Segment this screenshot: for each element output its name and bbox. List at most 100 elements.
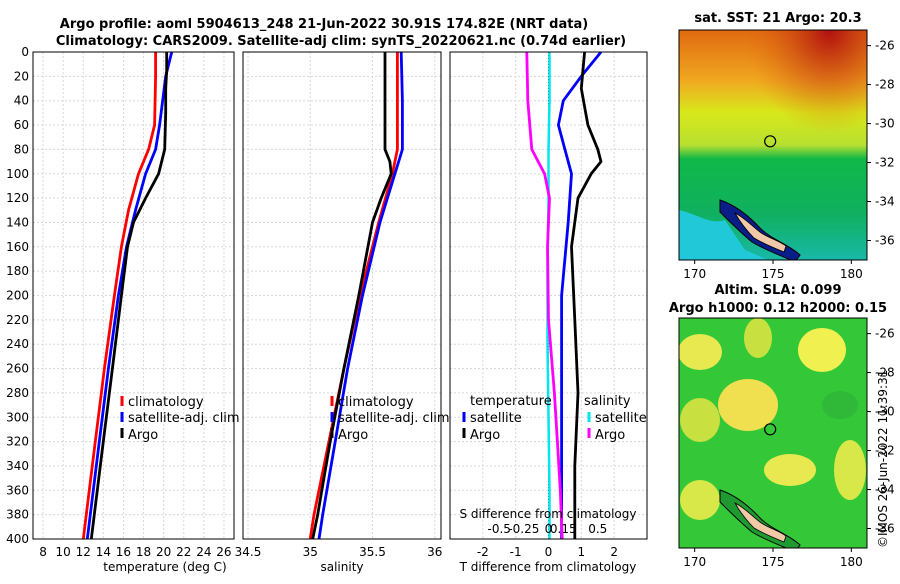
- legend-s-argo: Argo: [595, 428, 625, 443]
- x-tick-label: 34.5: [235, 545, 262, 559]
- sla-high-8: [680, 480, 720, 520]
- lat-tick-label: -32: [875, 444, 895, 458]
- x-tick-label: 2: [610, 545, 618, 559]
- depth-tick-label: 120: [6, 191, 29, 205]
- legend-t-satellite: satellite: [470, 411, 522, 426]
- s-diff-label: S difference from climatology: [460, 507, 637, 521]
- sst-cool-patch: [679, 210, 769, 260]
- t-diff-tick-labels: -2 -1 0 1 2: [477, 545, 618, 559]
- x-tick-label: 18: [136, 545, 151, 559]
- temperature-tick-labels: 8 10 12 14 16 18 20 22 24 26: [39, 545, 231, 559]
- temperature-axes-box: [32, 51, 235, 540]
- temperature-lines: [81, 52, 174, 539]
- sla-high-4: [718, 379, 778, 431]
- legend-argo: Argo: [338, 428, 368, 443]
- depth-tick-label: 380: [6, 508, 29, 522]
- depth-tick-label: 40: [14, 94, 29, 108]
- depth-tick-label: 60: [14, 118, 29, 132]
- x-tick-label: 35: [303, 545, 318, 559]
- s-diff-tick-label: -0.5: [488, 522, 511, 536]
- lat-tick-label: -28: [875, 366, 895, 380]
- lat-tick-label: -30: [875, 405, 895, 419]
- lon-tick-label: 175: [762, 555, 785, 569]
- depth-tick-label: 300: [6, 410, 29, 424]
- sla-high-5: [680, 398, 720, 442]
- legend-t-argo: Argo: [470, 428, 500, 443]
- legend-climatology: climatology: [338, 395, 414, 410]
- legend-climatology: climatology: [128, 395, 204, 410]
- difference-legend: temperature satellite Argo salinity sate…: [462, 394, 647, 443]
- depth-tick-label: 360: [6, 483, 29, 497]
- s-diff-tick-label: 0: [545, 522, 553, 536]
- salinity-legend: climatology satellite-adj. clim Argo: [330, 395, 450, 443]
- lon-tick-label: 180: [840, 555, 863, 569]
- figure-title-1: Argo profile: aoml 5904613_248 21-Jun-20…: [60, 17, 588, 32]
- legend-s-satellite: satellite: [595, 411, 647, 426]
- depth-tick-label: 260: [6, 362, 29, 376]
- s-diff-tick-label: -0.25: [508, 522, 539, 536]
- sst-lat-labels: -26 -28 -30 -32 -34 -36: [867, 39, 895, 248]
- series-temperature-satellite: [557, 52, 603, 539]
- salinity-grid: [243, 51, 441, 540]
- timestamp: ©IMOS 26-Jun-2022 11:39:31: [876, 369, 890, 548]
- legend-satellite-adj: satellite-adj. clim: [338, 411, 450, 426]
- depth-tick-label: 100: [6, 167, 29, 181]
- depth-tick-label: 20: [14, 69, 29, 83]
- x-tick-label: 0: [545, 545, 553, 559]
- sst-land: [734, 212, 787, 253]
- x-tick-label: -2: [477, 545, 489, 559]
- lat-tick-label: -34: [875, 483, 895, 497]
- salinity-lines: [308, 52, 404, 539]
- x-tick-label: 22: [176, 545, 191, 559]
- x-tick-label: 24: [196, 545, 211, 559]
- depth-tick-labels: 0 20 40 60 80 100 120 140 160 180 200 220 240 260 280 3…: [6, 45, 29, 546]
- legend-argo: Argo: [128, 428, 158, 443]
- difference-axes-box: [449, 51, 648, 540]
- series-climatology: [81, 52, 158, 539]
- sla-lon-labels: 170 175 180: [683, 548, 863, 569]
- s-diff-tick-label: 0.5: [588, 522, 607, 536]
- s-diff-tick-label: 0.15: [550, 522, 577, 536]
- depth-tick-label: 0: [21, 45, 29, 59]
- x-tick-label: 12: [76, 545, 91, 559]
- lat-tick-label: -28: [875, 78, 895, 92]
- temperature-grid: [33, 51, 234, 540]
- lat-tick-label: -30: [875, 117, 895, 131]
- depth-tick-label: 320: [6, 435, 29, 449]
- x-tick-label: 20: [156, 545, 171, 559]
- sla-lat-labels: -26 -28 -30 -32 -34 -36: [867, 327, 895, 536]
- t-diff-xlabel: T difference from climatology: [459, 560, 637, 574]
- x-tick-label: 36: [427, 545, 442, 559]
- lat-tick-label: -26: [875, 327, 895, 341]
- sla-high-6: [764, 454, 816, 486]
- depth-tick-label: 280: [6, 386, 29, 400]
- argo-marker: [764, 423, 777, 436]
- sst-map: -26 -28 -30 -32 -34 -36 170 175 180: [678, 29, 895, 281]
- salinity-tick-labels: 34.5 35 35.5 36: [235, 545, 443, 559]
- lat-tick-label: -34: [875, 195, 895, 209]
- depth-tick-label: 180: [6, 264, 29, 278]
- sla-low-1: [822, 391, 858, 419]
- sst-lon-labels: 170 175 180: [683, 260, 863, 281]
- sla-high-1: [679, 334, 722, 370]
- sst-map-title: sat. SST: 21 Argo: 20.3: [694, 11, 861, 26]
- temperature-panel: 0 20 40 60 80 100 120 140 160 180 200 220 240 260 280 3…: [6, 45, 240, 574]
- series-climatology: [308, 52, 399, 539]
- series-salinity-argo: [525, 52, 564, 539]
- lat-tick-label: -36: [875, 522, 895, 536]
- salinity-axes-box: [242, 51, 442, 540]
- x-tick-label: 35.5: [359, 545, 386, 559]
- x-tick-label: 8: [39, 545, 47, 559]
- x-tick-label: 16: [116, 545, 131, 559]
- series-argo: [311, 52, 393, 539]
- x-tick-label: 26: [216, 545, 231, 559]
- sla-high-3: [798, 328, 846, 372]
- depth-tick-label: 340: [6, 459, 29, 473]
- series-satellite-adj-clim: [317, 52, 404, 539]
- depth-tick-label: 200: [6, 289, 29, 303]
- temperature-legend: climatology satellite-adj. clim Argo: [120, 395, 240, 443]
- depth-tick-label: 240: [6, 337, 29, 351]
- difference-grid: [450, 51, 647, 540]
- depth-tick-label: 220: [6, 313, 29, 327]
- lat-tick-label: -26: [875, 39, 895, 53]
